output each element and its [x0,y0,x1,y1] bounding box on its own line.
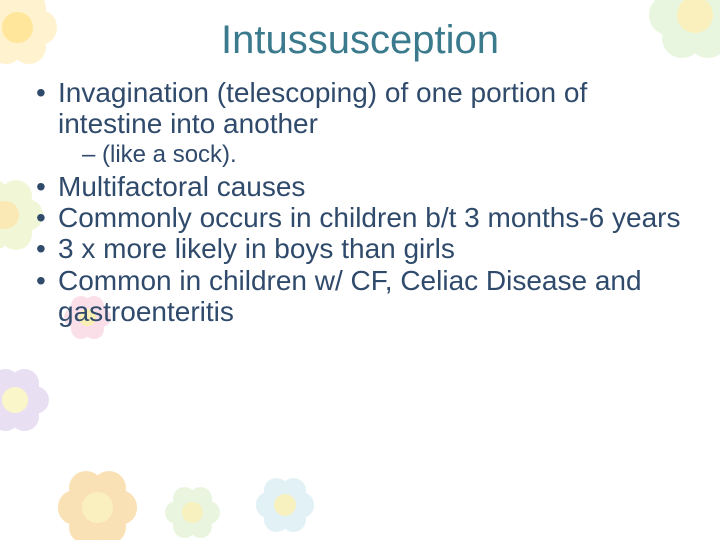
slide: Intussusception Invagination (telescopin… [0,0,720,540]
bullet-item: Commonly occurs in children b/t 3 months… [30,202,690,233]
bullet-text: Common in children w/ CF, Celiac Disease… [58,265,642,327]
bullet-list: Invagination (telescoping) of one portio… [30,77,690,327]
bullet-text: Multifactoral causes [58,171,305,202]
sub-bullet-item: (like a sock). [58,142,690,169]
sub-bullet-text: (like a sock). [102,141,237,168]
bullet-item: Invagination (telescoping) of one portio… [30,77,690,169]
bullet-text: Invagination (telescoping) of one portio… [58,77,587,139]
bullet-text: 3 x more likely in boys than girls [58,233,455,264]
bullet-text: Commonly occurs in children b/t 3 months… [58,202,680,233]
bullet-item: 3 x more likely in boys than girls [30,233,690,264]
slide-title: Intussusception [30,18,690,63]
bullet-item: Common in children w/ CF, Celiac Disease… [30,265,690,328]
sub-bullet-list: (like a sock). [58,142,690,169]
bullet-item: Multifactoral causes [30,171,690,202]
